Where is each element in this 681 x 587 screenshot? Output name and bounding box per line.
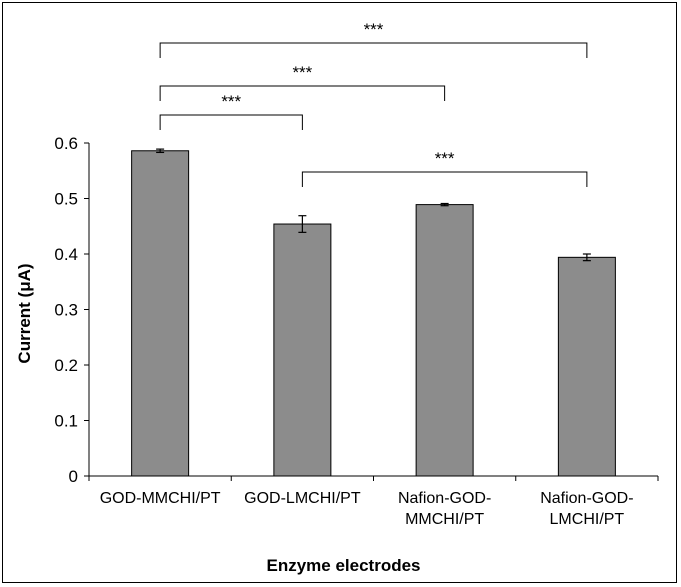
bar [557, 256, 616, 477]
x-category-label: Nafion-GOD- [398, 490, 491, 507]
y-tick-label: 0.1 [54, 412, 78, 431]
significance-bracket [159, 114, 303, 130]
y-tick-label: 0.5 [54, 190, 78, 209]
significance-bracket [159, 42, 588, 58]
y-tick-label: 0 [69, 467, 78, 486]
bar-chart: 0 0.1 0.2 0.3 0.4 0.5 0.6 *** *** *** *** GOD-MMC… [15, 20, 659, 575]
y-tick-label: 0.3 [54, 301, 78, 320]
significance-bracket [301, 171, 588, 187]
x-category-label: LMCHI/PT [550, 511, 625, 528]
significance-label: *** [364, 20, 384, 39]
x-category-label: GOD-MMCHI/PT [100, 490, 221, 507]
y-tick-label: 0.2 [54, 356, 78, 375]
x-axis-title: Enzyme electrodes [266, 556, 420, 575]
error-bars [156, 148, 591, 262]
bar [131, 150, 190, 477]
x-category-label: MMCHI/PT [405, 511, 484, 528]
significance-brackets: *** *** *** *** [159, 20, 588, 187]
y-tick-label: 0.4 [54, 245, 78, 264]
x-category-label: Nafion-GOD- [540, 490, 633, 507]
significance-label: *** [292, 63, 312, 82]
bar [415, 204, 474, 477]
bar [273, 223, 332, 477]
y-axis-title: Current (μA) [15, 263, 34, 363]
significance-label: *** [221, 92, 241, 111]
y-tick-label: 0.6 [54, 134, 78, 153]
significance-label: *** [435, 149, 455, 168]
x-category-label: GOD-LMCHI/PT [244, 490, 361, 507]
y-axis: 0 0.1 0.2 0.3 0.4 0.5 0.6 [54, 134, 90, 486]
significance-bracket [159, 85, 446, 101]
x-axis: GOD-MMCHI/PT GOD-LMCHI/PT Nafion-GOD- MMCHI… [88, 475, 659, 528]
bars [131, 150, 616, 477]
